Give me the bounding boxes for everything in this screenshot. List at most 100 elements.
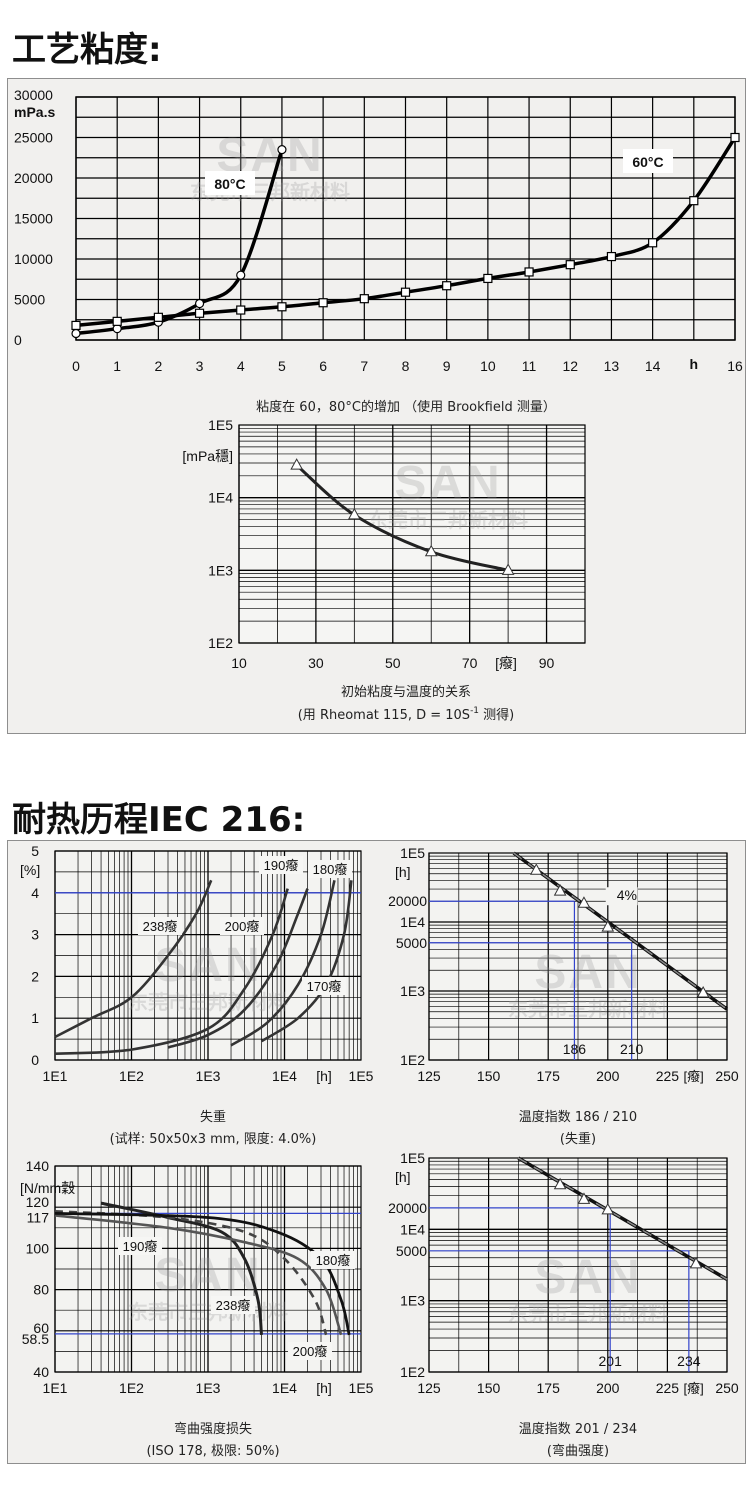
series-label: 190癈 <box>264 858 299 873</box>
y-tick-label: 30000 <box>14 87 53 103</box>
y-tick-label: 0 <box>14 332 22 348</box>
data-point <box>236 270 246 280</box>
y-tick-label: 1E4 <box>400 1221 425 1237</box>
x-tick-label: 125 <box>417 1068 441 1084</box>
y-unit-label: [h] <box>395 864 411 880</box>
viscosity-charts-svg: SAN东莞市三邦新材料30000250002000015000100005000… <box>14 87 743 723</box>
x-tick-label: 125 <box>417 1380 441 1396</box>
x-tick-label: 0 <box>72 358 80 374</box>
data-point <box>194 298 205 309</box>
data-point <box>483 273 493 284</box>
regression-line-dash <box>517 1157 728 1280</box>
series-label-80c: 80°C <box>214 176 245 192</box>
watermark-5-logo: SAN <box>154 1249 261 1302</box>
data-point <box>501 563 515 575</box>
series-line <box>54 1212 351 1336</box>
x-tick-label: 1E2 <box>119 1068 144 1084</box>
x-tick-label: 3 <box>196 358 204 374</box>
y-tick-label: 1E3 <box>400 1293 425 1309</box>
y-unit-label: mPa.s <box>14 104 55 120</box>
caption-text: (用 Rheomat 115, D = 10S <box>298 708 470 723</box>
index-label: 234 <box>677 1353 701 1369</box>
y-tick-label: 1E5 <box>400 845 425 861</box>
index-label: 186 <box>563 1041 587 1057</box>
series-label-bg <box>220 917 264 935</box>
y-tick-label: 1E2 <box>400 1052 425 1068</box>
data-point <box>601 1202 615 1215</box>
y-tick-label: 60 <box>33 1320 49 1336</box>
x-tick-label: 11 <box>522 358 537 374</box>
x-tick-label: 50 <box>385 655 401 671</box>
watermark-2-company: 东莞市三邦新材料 <box>368 508 528 532</box>
series-label-bg <box>302 977 346 995</box>
data-point <box>277 302 287 312</box>
data-point <box>290 458 304 470</box>
y-tick-label: 15000 <box>14 211 53 227</box>
data-point <box>553 1177 567 1190</box>
y-tick-label: 1E5 <box>208 417 233 433</box>
x-tick-label: 225 <box>656 1380 680 1396</box>
watermark-g-ti-flex-company: 东莞市三邦新材料 <box>508 1302 668 1326</box>
chart-caption-line2: (ISO 178, 极限: 50%) <box>146 1444 279 1459</box>
x-tick-label: 1E5 <box>349 1068 374 1084</box>
series-label-bg <box>205 171 255 195</box>
chart-caption: 粘度在 60，80°C的增加 （使用 Brookfield 测量） <box>256 399 556 415</box>
heat-aging-heading: 耐热历程IEC 216: <box>12 800 306 840</box>
data-point <box>359 294 369 304</box>
y-tick-label: 3 <box>31 927 39 943</box>
chart-caption-line1: 弯曲强度损失 <box>174 1421 252 1437</box>
data-point <box>153 312 163 322</box>
viscosity-time-chart: SAN东莞市三邦新材料30000250002000015000100005000… <box>14 87 743 415</box>
x-tick-label: 225 <box>656 1068 680 1084</box>
x-tick-label: 13 <box>604 358 620 374</box>
data-point <box>318 298 328 308</box>
reference-value-label: 5000 <box>396 935 427 951</box>
x-tick-label: 1E1 <box>43 1380 68 1396</box>
y-tick-label: 1E2 <box>400 1364 425 1380</box>
annotation-bg <box>605 887 638 906</box>
y-tick-label: 1E4 <box>400 914 425 930</box>
series-label: 190癈 <box>123 1239 158 1254</box>
y-tick-label: 25000 <box>14 130 53 146</box>
reference-value-label: 5000 <box>396 1243 427 1259</box>
data-point <box>577 1192 591 1204</box>
watermark-g-ti-weight-logo: SAN <box>534 946 641 999</box>
data-point <box>71 328 81 339</box>
y-tick-label: 5 <box>31 843 39 859</box>
watermark-g-ti-weight-company: 东莞市三邦新材料 <box>508 997 668 1021</box>
x-tick-label: 250 <box>715 1068 739 1084</box>
y-tick-label: 1 <box>31 1010 39 1026</box>
series-label-bg <box>308 860 352 878</box>
series-label-bg <box>288 1342 332 1360</box>
chart-caption-line2: (弯曲强度) <box>547 1443 609 1459</box>
data-point <box>400 287 411 297</box>
chart-caption-line2: (用 Rheomat 115, D = 10S-1 测得) <box>298 706 515 723</box>
x-tick-label: 175 <box>537 1068 561 1084</box>
reference-value-label: 20000 <box>388 1200 427 1216</box>
x-tick-label: 2 <box>154 358 162 374</box>
y-tick-label: 1E5 <box>400 1150 425 1166</box>
data-point <box>236 305 246 315</box>
x-unit-label: [癈] <box>684 1381 704 1396</box>
series-label-bg <box>259 856 303 874</box>
y-tick-label: 20000 <box>14 170 53 186</box>
data-point <box>71 320 81 331</box>
y-tick-label: 4 <box>31 885 39 901</box>
x-tick-label: 6 <box>319 358 327 374</box>
annotation-label: 4% <box>617 887 637 903</box>
x-tick-label: 8 <box>402 358 410 374</box>
data-point <box>565 260 575 270</box>
y-tick-label: 5000 <box>14 292 45 308</box>
data-point <box>347 507 361 520</box>
caption-text: 测得) <box>479 707 514 723</box>
data-point <box>577 896 591 908</box>
series-line <box>295 464 509 572</box>
series-line <box>54 1214 343 1336</box>
watermark-3-logo: SAN <box>154 939 261 992</box>
y-unit-label: [h] <box>395 1169 411 1185</box>
x-tick-label: 200 <box>596 1068 620 1084</box>
watermark-5-company: 东莞市三邦新材料 <box>128 1300 288 1324</box>
